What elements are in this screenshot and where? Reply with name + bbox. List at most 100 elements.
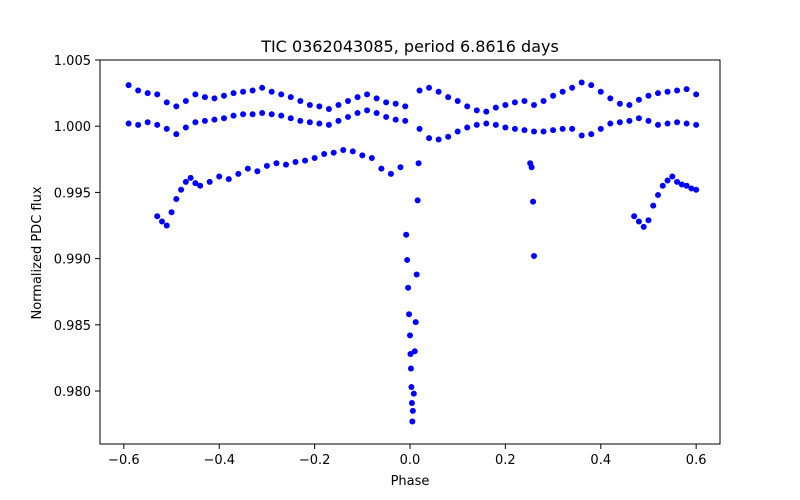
data-point: [635, 96, 642, 103]
data-point: [412, 319, 419, 326]
data-point: [626, 102, 633, 109]
data-point: [154, 91, 161, 98]
data-point: [550, 127, 557, 134]
data-point: [383, 113, 390, 120]
data-point: [306, 102, 313, 109]
data-point: [502, 124, 509, 131]
y-tick-label: 1.005: [54, 54, 91, 69]
y-tick-label: 0.995: [54, 186, 91, 201]
data-point: [235, 170, 242, 177]
data-point: [597, 88, 604, 95]
data-point: [528, 164, 535, 171]
data-point: [135, 87, 142, 94]
series-secondary-eclipse: [527, 160, 537, 259]
data-point: [569, 84, 576, 91]
data-point: [249, 111, 256, 118]
data-point: [531, 102, 537, 109]
data-point: [416, 87, 423, 94]
data-point: [316, 120, 323, 127]
data-point: [316, 103, 323, 110]
data-point: [426, 135, 433, 142]
x-tick-label: −0.2: [299, 453, 331, 468]
data-point: [435, 136, 442, 143]
y-axis-label: Normalized PDC flux: [30, 186, 45, 319]
data-point: [664, 177, 671, 184]
series-primary-eclipse: [403, 160, 422, 425]
data-point: [392, 116, 399, 123]
x-tick-label: −0.6: [108, 453, 140, 468]
data-point: [659, 182, 666, 189]
x-axis-label: Phase: [391, 474, 430, 489]
data-point: [359, 152, 366, 159]
series-upper-band: [125, 79, 700, 115]
data-point: [163, 99, 170, 106]
data-point: [325, 121, 332, 128]
data-point: [321, 151, 328, 158]
data-point: [211, 95, 218, 102]
data-point: [335, 117, 342, 124]
data-point: [405, 284, 412, 291]
y-tick-label: 0.980: [54, 385, 91, 400]
data-point: [302, 157, 309, 164]
data-point: [192, 91, 199, 98]
data-point: [311, 154, 318, 161]
data-point: [182, 98, 189, 105]
data-point: [473, 107, 480, 114]
data-point: [283, 161, 289, 168]
data-point: [655, 192, 661, 199]
data-point: [335, 102, 342, 109]
data-point: [693, 91, 700, 98]
data-point: [409, 418, 416, 425]
data-point: [154, 121, 161, 128]
data-point: [511, 99, 518, 106]
series-secondary-branch: [154, 147, 700, 230]
data-point: [397, 164, 404, 171]
data-point: [240, 111, 247, 118]
data-point: [178, 186, 185, 193]
data-point: [354, 94, 361, 101]
data-point: [483, 120, 490, 127]
x-tick-label: 0.0: [400, 453, 421, 468]
data-point: [403, 231, 410, 238]
data-point: [445, 133, 452, 140]
data-point: [402, 117, 409, 124]
data-point: [406, 311, 413, 318]
data-point: [297, 98, 304, 105]
data-point: [173, 103, 180, 110]
data-point: [378, 165, 385, 172]
data-point: [607, 95, 614, 102]
data-point: [640, 223, 647, 230]
data-point: [664, 120, 671, 127]
data-point: [402, 103, 409, 110]
data-point: [368, 154, 375, 161]
data-point: [683, 182, 690, 189]
data-point: [415, 160, 422, 167]
data-point: [135, 121, 142, 128]
data-point: [464, 103, 471, 110]
data-point: [588, 82, 595, 89]
data-point: [464, 124, 471, 131]
data-point: [230, 112, 237, 119]
data-point: [588, 131, 595, 138]
data-point: [206, 178, 213, 185]
x-tick-label: −0.4: [203, 453, 235, 468]
data-point: [693, 121, 700, 128]
data-point: [278, 112, 285, 119]
data-point: [454, 98, 461, 105]
data-point: [408, 399, 415, 406]
data-point: [211, 116, 218, 123]
data-point: [144, 90, 151, 97]
plot-area: [125, 79, 700, 425]
data-point: [531, 252, 537, 259]
data-point: [187, 174, 194, 181]
data-point: [645, 117, 652, 124]
data-point: [383, 99, 390, 106]
data-point: [240, 88, 247, 95]
data-point: [254, 168, 261, 175]
data-point: [413, 271, 420, 278]
data-point: [411, 348, 418, 355]
data-point: [268, 111, 275, 118]
data-point: [249, 87, 256, 94]
data-point: [492, 121, 499, 128]
